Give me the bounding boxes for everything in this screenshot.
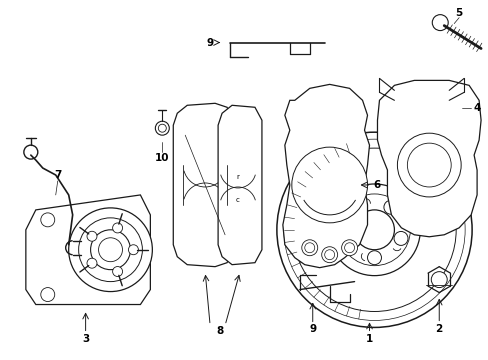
Circle shape: [99, 238, 122, 262]
Circle shape: [367, 251, 381, 265]
Circle shape: [341, 240, 357, 256]
Circle shape: [350, 200, 365, 214]
Text: c: c: [236, 197, 240, 203]
Text: 9: 9: [206, 37, 213, 48]
Text: 1: 1: [365, 334, 372, 345]
Circle shape: [431, 15, 447, 31]
Text: 2: 2: [435, 324, 442, 334]
Circle shape: [68, 208, 152, 292]
Circle shape: [344, 243, 354, 253]
Circle shape: [393, 231, 407, 246]
Circle shape: [155, 121, 169, 135]
Circle shape: [407, 143, 450, 187]
Circle shape: [276, 132, 471, 328]
Circle shape: [87, 258, 97, 268]
Text: 4: 4: [472, 103, 480, 113]
Circle shape: [112, 223, 122, 233]
Text: 9: 9: [308, 324, 316, 334]
Circle shape: [79, 218, 142, 282]
Circle shape: [324, 250, 334, 260]
Text: 6: 6: [373, 180, 380, 190]
Circle shape: [301, 240, 317, 256]
Circle shape: [430, 272, 447, 288]
Circle shape: [304, 243, 314, 253]
Polygon shape: [282, 84, 369, 268]
Circle shape: [158, 124, 166, 132]
Text: r: r: [236, 174, 239, 180]
Circle shape: [383, 200, 397, 214]
Text: 3: 3: [82, 334, 89, 345]
Circle shape: [340, 231, 354, 246]
Circle shape: [90, 230, 130, 270]
Circle shape: [128, 245, 138, 255]
Polygon shape: [218, 105, 262, 265]
Text: 7: 7: [54, 170, 61, 180]
Text: 5: 5: [455, 8, 462, 18]
Circle shape: [41, 288, 55, 302]
Circle shape: [292, 148, 455, 311]
Circle shape: [87, 231, 97, 241]
Polygon shape: [26, 195, 150, 305]
Text: 10: 10: [155, 153, 169, 163]
Circle shape: [283, 139, 464, 320]
Circle shape: [291, 147, 367, 223]
Polygon shape: [377, 80, 480, 237]
Circle shape: [354, 210, 394, 250]
Circle shape: [112, 266, 122, 276]
Circle shape: [321, 247, 337, 263]
Text: 8: 8: [216, 327, 224, 336]
Circle shape: [338, 194, 409, 266]
Circle shape: [328, 184, 420, 276]
Circle shape: [397, 133, 460, 197]
Polygon shape: [173, 103, 233, 267]
Circle shape: [24, 145, 38, 159]
Circle shape: [41, 213, 55, 227]
